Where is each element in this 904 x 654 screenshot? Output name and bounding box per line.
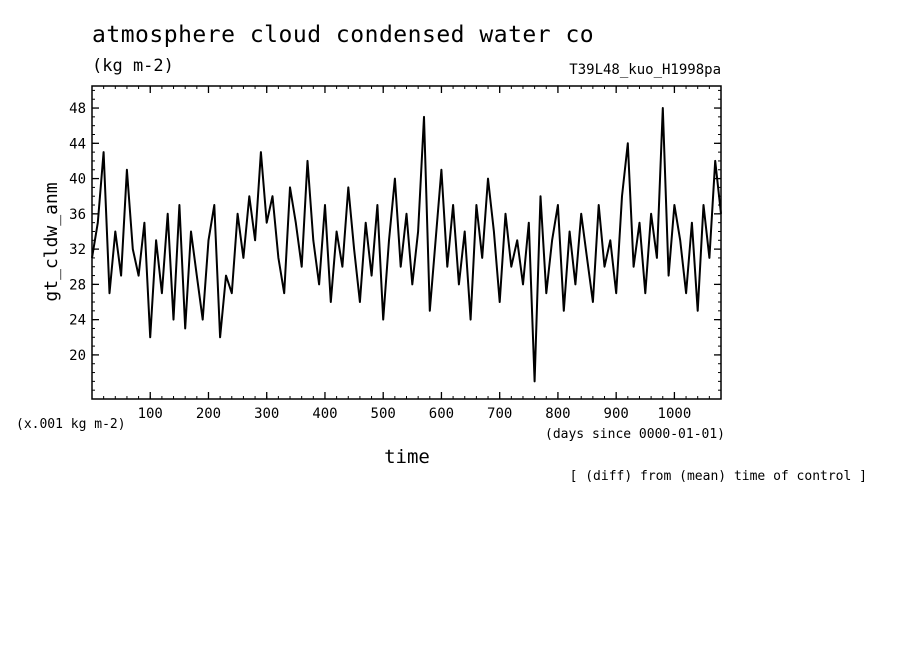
footnote: [ (diff) from (mean) time of control ] xyxy=(569,469,867,484)
x-tick-label: 1000 xyxy=(658,406,692,422)
x-axis-label: time xyxy=(384,446,430,468)
x-tick-label: 900 xyxy=(604,406,629,422)
y-tick-label: 32 xyxy=(69,242,86,258)
y-tick-label: 28 xyxy=(69,277,86,293)
x-tick-label: 800 xyxy=(545,406,570,422)
series-line xyxy=(91,107,722,383)
axis-ticks xyxy=(91,86,722,399)
y-tick-label: 24 xyxy=(69,313,86,329)
y-tick-label: 48 xyxy=(69,101,86,117)
chart-unit: (kg m-2) xyxy=(92,56,174,76)
y-tick-label: 36 xyxy=(69,207,86,223)
y-axis-label: gt_cldw_anm xyxy=(41,182,62,301)
y-tick-label: 40 xyxy=(69,172,86,188)
tick-labels: 100 200 300 400 500 600 700 800 900 1000 20 24 28 32 3… xyxy=(69,101,691,422)
x-tick-label: 300 xyxy=(254,406,279,422)
chart-title: atmosphere cloud condensed water co xyxy=(92,22,595,48)
x-axis-unit: (days since 0000-01-01) xyxy=(545,427,725,442)
x-tick-label: 100 xyxy=(138,406,163,422)
y-axis-unit: (x.001 kg m-2) xyxy=(16,417,126,432)
x-tick-label: 700 xyxy=(487,406,512,422)
x-tick-label: 200 xyxy=(196,406,221,422)
plot-frame xyxy=(91,85,722,400)
x-tick-label: 500 xyxy=(371,406,396,422)
x-tick-label: 400 xyxy=(312,406,337,422)
run-name: T39L48_kuo_H1998pa xyxy=(569,62,721,78)
y-tick-label: 20 xyxy=(69,348,86,364)
y-tick-label: 44 xyxy=(69,136,86,152)
x-tick-label: 600 xyxy=(429,406,454,422)
